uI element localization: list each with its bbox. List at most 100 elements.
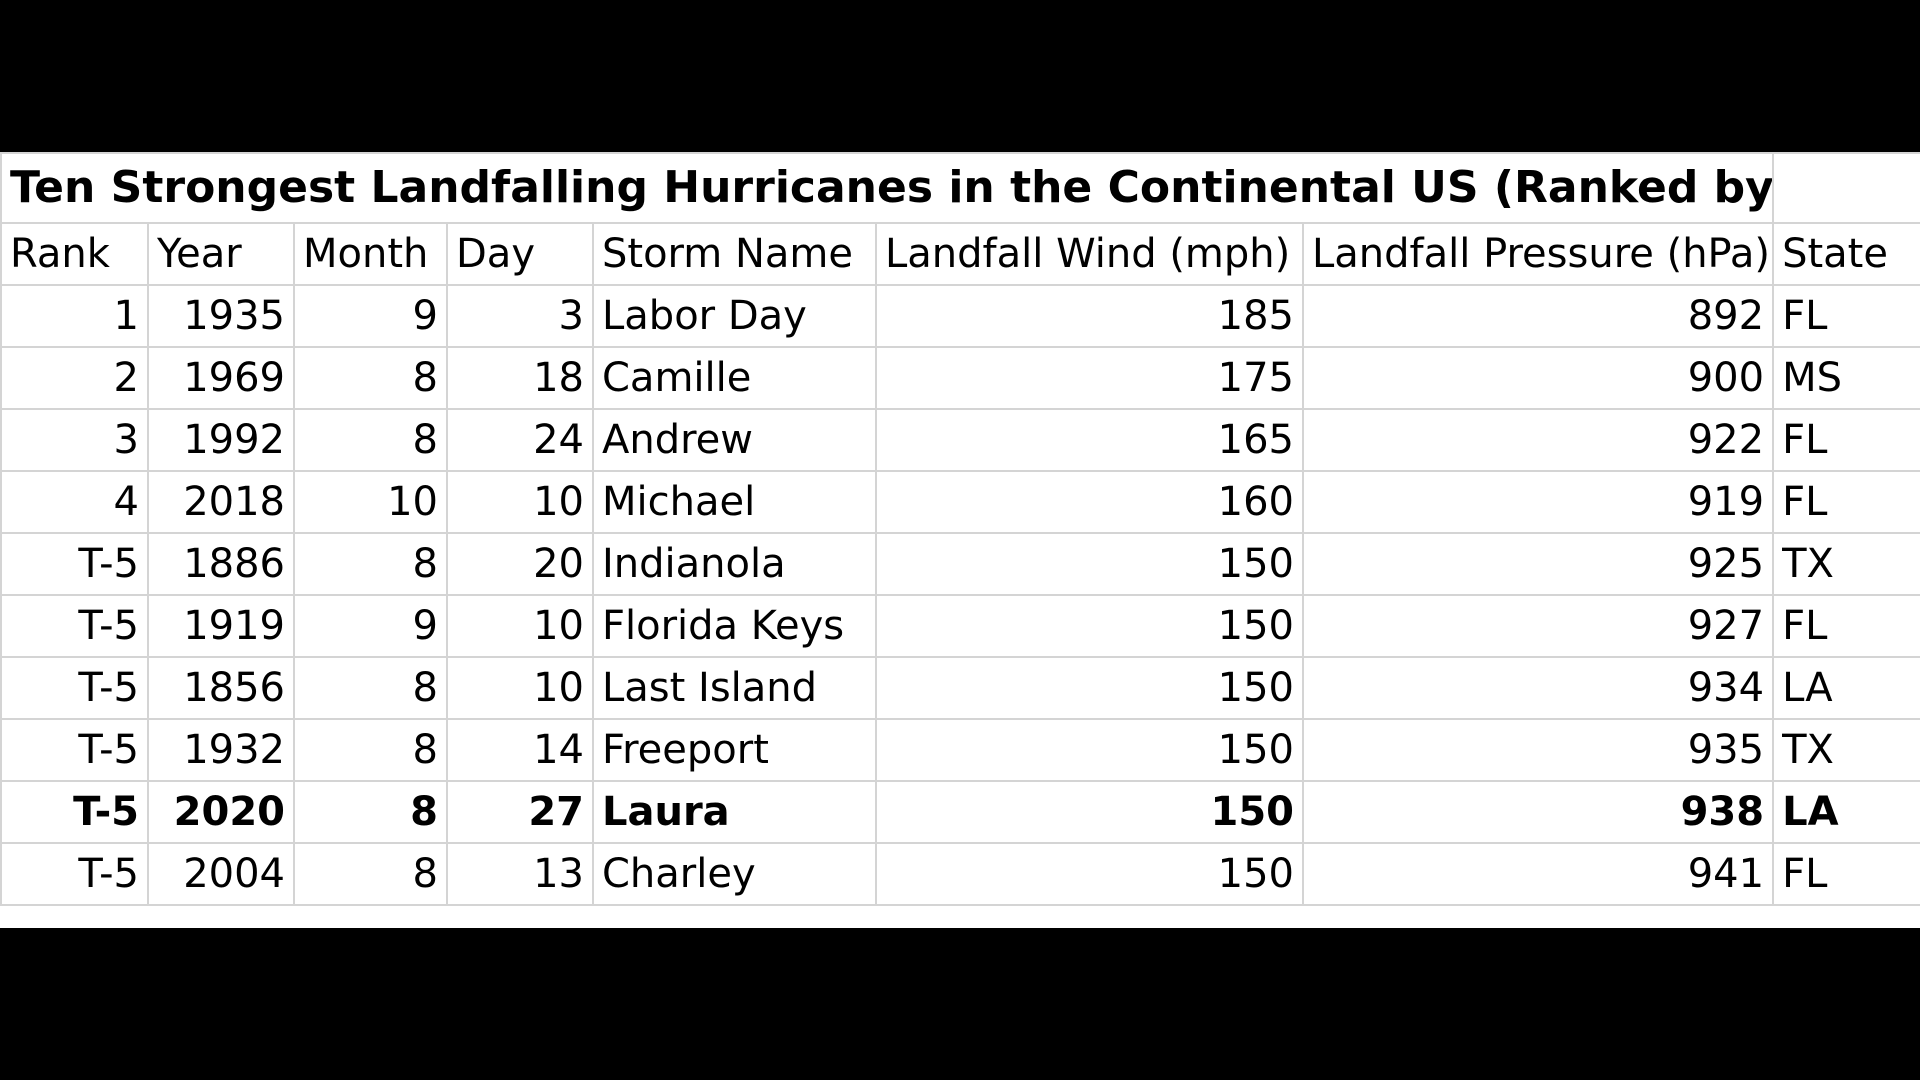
table-row: 2 1969 8 18 Camille 175 900 MS: [0, 346, 1920, 410]
year-cell: 1932: [147, 718, 295, 782]
day-cell: 10: [446, 594, 594, 658]
pressure-cell: 900: [1301, 346, 1775, 410]
column-header-landfall-pressure: Landfall Pressure (hPa): [1301, 222, 1775, 286]
state-cell: FL: [1772, 284, 1920, 348]
state-cell: FL: [1772, 842, 1920, 906]
storm-name-cell: Freeport: [592, 718, 877, 782]
day-cell: 18: [446, 346, 594, 410]
table-row: T-5 2004 8 13 Charley 150 941 FL: [0, 842, 1920, 906]
wind-cell: 175: [875, 346, 1304, 410]
table-row: T-5 1932 8 14 Freeport 150 935 TX: [0, 718, 1920, 782]
pressure-cell: 925: [1301, 532, 1775, 596]
day-cell: 24: [446, 408, 594, 472]
year-cell: 1856: [147, 656, 295, 720]
year-cell: 1969: [147, 346, 295, 410]
storm-name-cell: Labor Day: [592, 284, 877, 348]
day-cell: 13: [446, 842, 594, 906]
wind-cell: 150: [875, 780, 1304, 844]
table-row: 3 1992 8 24 Andrew 165 922 FL: [0, 408, 1920, 472]
column-header-month: Month: [293, 222, 448, 286]
storm-name-cell: Indianola: [592, 532, 877, 596]
storm-name-cell: Florida Keys: [592, 594, 877, 658]
wind-cell: 150: [875, 656, 1304, 720]
storm-name-cell: Laura: [592, 780, 877, 844]
rank-cell: 1: [0, 284, 149, 348]
column-header-landfall-wind: Landfall Wind (mph): [875, 222, 1304, 286]
year-cell: 1992: [147, 408, 295, 472]
month-cell: 9: [293, 594, 448, 658]
month-cell: 9: [293, 284, 448, 348]
month-cell: 8: [293, 718, 448, 782]
year-cell: 1886: [147, 532, 295, 596]
storm-name-cell: Camille: [592, 346, 877, 410]
month-cell: 8: [293, 408, 448, 472]
storm-name-cell: Michael: [592, 470, 877, 534]
rank-cell: T-5: [0, 594, 149, 658]
wind-cell: 150: [875, 718, 1304, 782]
state-cell: FL: [1772, 594, 1920, 658]
day-cell: 10: [446, 470, 594, 534]
wind-cell: 185: [875, 284, 1304, 348]
rank-cell: T-5: [0, 532, 149, 596]
wind-cell: 150: [875, 594, 1304, 658]
month-cell: 8: [293, 656, 448, 720]
year-cell: 2004: [147, 842, 295, 906]
state-cell: FL: [1772, 408, 1920, 472]
rank-cell: T-5: [0, 656, 149, 720]
state-cell: LA: [1772, 656, 1920, 720]
table-row: 4 2018 10 10 Michael 160 919 FL: [0, 470, 1920, 534]
table-row: T-5 1886 8 20 Indianola 150 925 TX: [0, 532, 1920, 596]
column-header-day: Day: [446, 222, 594, 286]
storm-name-cell: Andrew: [592, 408, 877, 472]
empty-cell: [1772, 152, 1920, 224]
wind-cell: 150: [875, 532, 1304, 596]
column-header-rank: Rank: [0, 222, 149, 286]
table-row: T-5 1919 9 10 Florida Keys 150 927 FL: [0, 594, 1920, 658]
day-cell: 14: [446, 718, 594, 782]
table-row: T-5 2020 8 27 Laura 150 938 LA: [0, 780, 1920, 844]
rank-cell: 2: [0, 346, 149, 410]
state-cell: TX: [1772, 532, 1920, 596]
hurricane-table: Ten Strongest Landfalling Hurricanes in …: [0, 152, 1920, 906]
pressure-cell: 922: [1301, 408, 1775, 472]
rank-cell: 3: [0, 408, 149, 472]
month-cell: 8: [293, 842, 448, 906]
month-cell: 10: [293, 470, 448, 534]
state-cell: LA: [1772, 780, 1920, 844]
year-cell: 1919: [147, 594, 295, 658]
month-cell: 8: [293, 346, 448, 410]
wind-cell: 165: [875, 408, 1304, 472]
rank-cell: 4: [0, 470, 149, 534]
month-cell: 8: [293, 532, 448, 596]
state-cell: MS: [1772, 346, 1920, 410]
wind-cell: 150: [875, 842, 1304, 906]
column-header-state: State: [1772, 222, 1920, 286]
month-cell: 8: [293, 780, 448, 844]
storm-name-cell: Charley: [592, 842, 877, 906]
wind-cell: 160: [875, 470, 1304, 534]
pressure-cell: 934: [1301, 656, 1775, 720]
state-cell: FL: [1772, 470, 1920, 534]
day-cell: 3: [446, 284, 594, 348]
day-cell: 27: [446, 780, 594, 844]
year-cell: 1935: [147, 284, 295, 348]
pressure-cell: 919: [1301, 470, 1775, 534]
pressure-cell: 938: [1301, 780, 1775, 844]
year-cell: 2018: [147, 470, 295, 534]
rank-cell: T-5: [0, 780, 149, 844]
title-row: Ten Strongest Landfalling Hurricanes in …: [0, 152, 1920, 224]
day-cell: 10: [446, 656, 594, 720]
pressure-cell: 941: [1301, 842, 1775, 906]
spreadsheet: Ten Strongest Landfalling Hurricanes in …: [0, 152, 1920, 928]
rank-cell: T-5: [0, 718, 149, 782]
day-cell: 20: [446, 532, 594, 596]
year-cell: 2020: [147, 780, 295, 844]
pressure-cell: 927: [1301, 594, 1775, 658]
column-header-storm-name: Storm Name: [592, 222, 877, 286]
table-row: T-5 1856 8 10 Last Island 150 934 LA: [0, 656, 1920, 720]
pressure-cell: 892: [1301, 284, 1775, 348]
rank-cell: T-5: [0, 842, 149, 906]
pressure-cell: 935: [1301, 718, 1775, 782]
storm-name-cell: Last Island: [592, 656, 877, 720]
state-cell: TX: [1772, 718, 1920, 782]
